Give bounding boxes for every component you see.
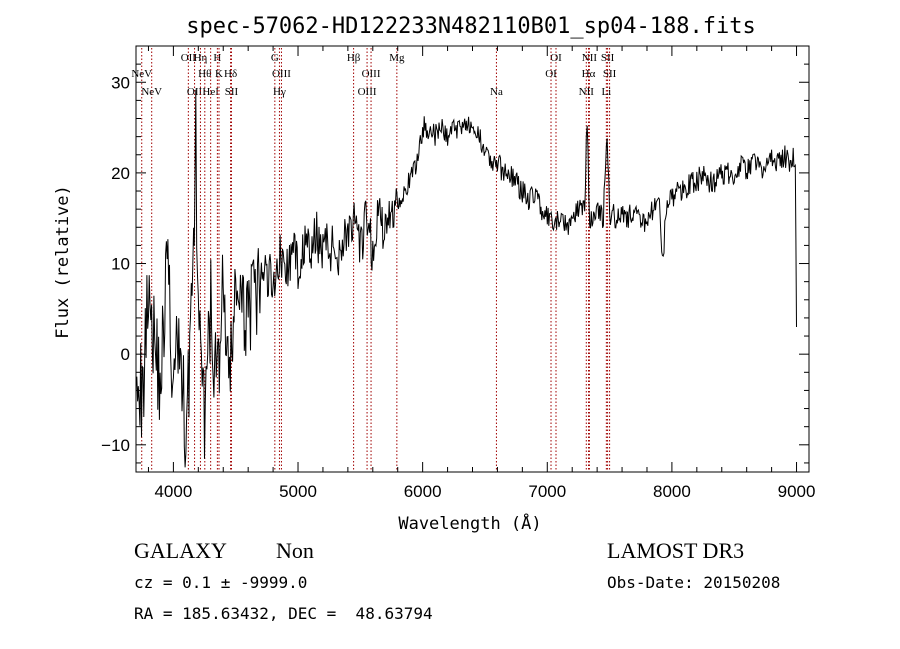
line-label: OII — [187, 86, 203, 98]
y-tick-label: −10 — [101, 436, 130, 455]
line-label: Hβ — [347, 52, 361, 64]
x-tick-label: 4000 — [154, 482, 192, 501]
line-label: SII — [603, 68, 617, 80]
spectrum-trace — [135, 89, 797, 468]
line-label: OIII — [272, 68, 291, 80]
x-axis-label: Wavelength (Å) — [398, 512, 541, 534]
line-label: Na — [490, 86, 503, 98]
object-class: GALAXY — [134, 538, 227, 563]
survey-name: LAMOST DR3 — [607, 538, 745, 563]
y-tick-label: 20 — [111, 164, 130, 183]
redshift-readout: cz = 0.1 ± -9999.0 — [134, 573, 308, 592]
x-tick-label: 5000 — [279, 482, 317, 501]
line-label: Hα — [582, 68, 596, 80]
x-tick-label: 6000 — [404, 482, 442, 501]
x-tick-label: 8000 — [653, 482, 691, 501]
line-label: OIII — [362, 68, 381, 80]
line-label: HeI — [202, 86, 219, 98]
line-label: OII — [181, 52, 197, 64]
line-label: H — [213, 52, 221, 64]
y-tick-label: 10 — [111, 255, 130, 274]
line-label: SII — [225, 86, 239, 98]
line-label: Hθ — [198, 68, 211, 80]
x-tick-label: 9000 — [778, 482, 816, 501]
chart-title: spec-57062-HD122233N482110B01_sp04-188.f… — [186, 14, 756, 39]
x-tick-label: 7000 — [528, 482, 566, 501]
line-label: Hδ — [224, 68, 237, 80]
line-label: OI — [550, 52, 562, 64]
line-label: OI — [545, 68, 557, 80]
line-label: Mg — [389, 52, 405, 64]
y-tick-label: 0 — [121, 345, 130, 364]
plot-frame — [135, 45, 810, 473]
line-label: NeV — [131, 68, 152, 80]
coordinates-readout: RA = 185.63432, DEC = 48.63794 — [134, 604, 433, 623]
line-label: NII — [579, 86, 595, 98]
line-label: NII — [582, 52, 598, 64]
line-label: G — [271, 52, 279, 64]
line-label: Hη — [194, 52, 208, 64]
line-label: NeV — [141, 86, 162, 98]
observation-date: Obs-Date: 20150208 — [607, 573, 781, 592]
line-label: K — [215, 68, 223, 80]
line-label: Li — [601, 86, 611, 98]
y-tick-label: 30 — [111, 73, 130, 92]
object-subclass: Non — [276, 538, 314, 563]
line-label: Hγ — [273, 86, 286, 98]
line-label: SII — [601, 52, 615, 64]
line-label: OIII — [358, 86, 377, 98]
y-axis-label: Flux (relative) — [53, 185, 73, 339]
